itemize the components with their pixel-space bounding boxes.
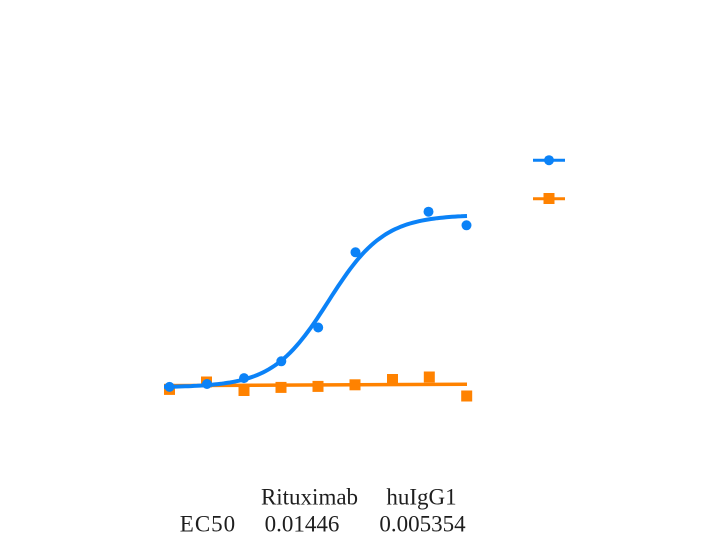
svg-text:huIgG1: huIgG1 (386, 485, 456, 510)
svg-text:Rituximab: Rituximab (261, 485, 358, 510)
svg-text:0.005354: 0.005354 (379, 512, 466, 537)
svg-text:0.01446: 0.01446 (265, 512, 340, 537)
svg-text:EC50: EC50 (180, 512, 236, 537)
